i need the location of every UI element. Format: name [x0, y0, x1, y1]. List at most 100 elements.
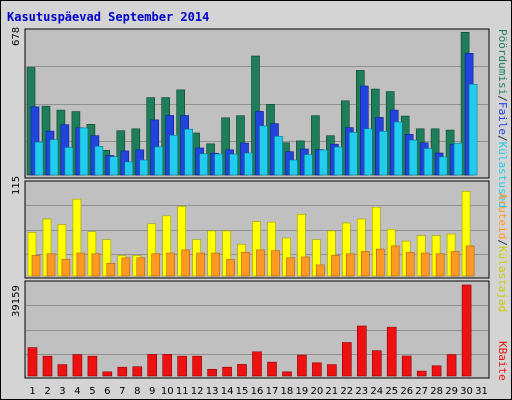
- bar-aruteid: [241, 252, 250, 277]
- bar-aruteid: [226, 259, 235, 277]
- bar-faile: [244, 152, 253, 176]
- x-tick-label: 3: [59, 386, 65, 397]
- bar-faile: [393, 121, 403, 176]
- x-tick-label: 28: [430, 386, 443, 397]
- bar-kbaite: [416, 370, 427, 377]
- bar-aruteid: [181, 249, 190, 277]
- x-tick-label: 14: [221, 386, 234, 397]
- x-tick-label: 9: [149, 386, 155, 397]
- bar-kbaite: [42, 355, 53, 377]
- bar-kbaite: [177, 355, 187, 377]
- bar-faile: [49, 139, 59, 176]
- bar-kbaite: [446, 354, 457, 377]
- bar-faile: [453, 142, 463, 176]
- x-tick-label: 2: [44, 386, 50, 397]
- bar-aruteid: [211, 252, 220, 277]
- bottom-ymax-label: 39159: [11, 285, 22, 317]
- bar-aruteid: [136, 257, 146, 277]
- x-tick-label: 23: [355, 386, 368, 397]
- x-tick-label: 17: [266, 386, 279, 397]
- bar-faile: [79, 127, 89, 176]
- bar-faile: [259, 125, 268, 176]
- bar-kbaite: [341, 342, 352, 377]
- bar-faile: [423, 148, 433, 176]
- bar-aruteid: [405, 252, 415, 277]
- bar-faile: [214, 153, 223, 176]
- x-tick-label: 16: [251, 386, 264, 397]
- legend-kbaite: KBaite: [496, 341, 509, 381]
- x-tick-label: 6: [104, 386, 110, 397]
- x-tick-labels: 1 2 3 4 5 6 7 8 9 10 11 12 13 14 15 16 17 18 19 20 21 22 23 24 2…: [29, 386, 488, 397]
- bar-kbaite: [252, 351, 262, 377]
- legend-kulastajad: Külastajad: [496, 246, 509, 312]
- bar-aruteid: [151, 253, 160, 277]
- middle-legend: Aruteid/Külastajad: [496, 193, 509, 312]
- bar-kbaite: [401, 355, 412, 377]
- bar-aruteid: [76, 252, 86, 277]
- bar-aruteid: [61, 259, 71, 277]
- bar-faile: [304, 154, 313, 176]
- bar-aruteid: [121, 257, 131, 277]
- x-tick-label: 8: [134, 386, 140, 397]
- x-tick-label: 22: [340, 386, 353, 397]
- bar-faile: [154, 146, 163, 176]
- top-legend: Pöördumisi/Faile/Külastused: [496, 29, 509, 208]
- bar-aruteid: [465, 245, 475, 277]
- bar-aruteid: [256, 249, 265, 277]
- x-tick-label: 13: [206, 386, 219, 397]
- bar-faile: [169, 135, 178, 176]
- bar-kbaite: [461, 284, 472, 377]
- bar-faile: [124, 161, 134, 176]
- bar-aruteid: [31, 255, 41, 277]
- bar-aruteid: [375, 248, 385, 277]
- bar-aruteid: [91, 253, 101, 277]
- bar-marks: [26, 31, 478, 377]
- bar-kbaite: [267, 361, 277, 377]
- bar-faile: [408, 139, 418, 176]
- x-tick-label: 1: [29, 386, 35, 397]
- bar-faile: [468, 84, 478, 176]
- x-tick-label: 31: [475, 386, 488, 397]
- bar-faile: [334, 146, 343, 176]
- legend-poordumisi: Pöördumisi: [496, 29, 509, 95]
- bar-kbaite: [192, 355, 202, 377]
- bar-aruteid: [166, 252, 175, 277]
- middle-ymax-label: 115: [11, 176, 22, 195]
- legend-faile: Faile: [496, 102, 509, 135]
- bar-aruteid: [345, 253, 355, 277]
- bar-aruteid: [435, 253, 445, 277]
- bar-faile: [64, 147, 74, 176]
- bar-aruteid: [360, 251, 370, 277]
- x-tick-label: 10: [161, 386, 174, 397]
- bar-kbaite: [132, 366, 143, 377]
- x-tick-label: 30: [460, 386, 473, 397]
- x-tick-label: 24: [370, 386, 383, 397]
- bar-kbaite: [102, 371, 113, 377]
- legend-sep: /: [496, 95, 509, 102]
- bar-kbaite: [356, 325, 367, 377]
- x-tick-label: 12: [191, 386, 204, 397]
- top-ymax-label: 678: [11, 27, 22, 46]
- x-tick-label: 15: [236, 386, 249, 397]
- bar-faile: [199, 153, 208, 176]
- x-tick-label: 11: [176, 386, 189, 397]
- bar-kbaite: [162, 354, 172, 377]
- bar-aruteid: [301, 256, 310, 277]
- bar-kbaite: [222, 366, 232, 377]
- bar-kbaite: [237, 364, 247, 377]
- bar-faile: [289, 159, 298, 176]
- bar-faile: [109, 156, 119, 176]
- x-tick-label: 27: [415, 386, 428, 397]
- bar-faile: [319, 149, 328, 176]
- x-tick-label: 26: [400, 386, 413, 397]
- bar-faile: [94, 146, 104, 176]
- legend-sep: /: [496, 239, 509, 246]
- legend-sep: /: [496, 135, 509, 142]
- bar-faile: [274, 136, 283, 176]
- bar-aruteid: [331, 255, 340, 277]
- bar-aruteid: [420, 252, 430, 277]
- bar-kbaite: [431, 365, 442, 377]
- bar-kbaite: [282, 371, 292, 377]
